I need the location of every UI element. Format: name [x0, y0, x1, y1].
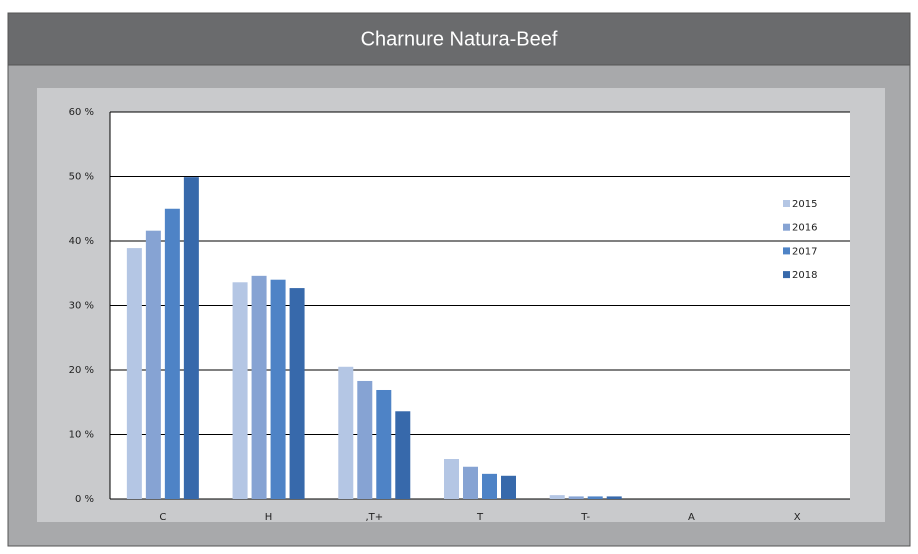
- legend-swatch: [783, 271, 790, 279]
- bar: [357, 380, 373, 499]
- bar: [270, 279, 286, 499]
- x-tick-label: C: [159, 512, 166, 523]
- bar: [145, 230, 161, 499]
- x-tick-label: ,T+: [365, 512, 383, 523]
- legend-swatch: [783, 200, 790, 207]
- bar: [568, 496, 584, 499]
- x-tick-label: T-: [580, 512, 590, 523]
- legend-label: 2018: [792, 270, 817, 281]
- bar: [289, 288, 305, 499]
- bar: [126, 248, 142, 499]
- y-tick-label: 50 %: [69, 172, 94, 183]
- legend-label: 2015: [792, 199, 817, 210]
- bar: [549, 495, 565, 499]
- x-tick-label: X: [794, 512, 801, 523]
- title-bar: [7, 12, 911, 66]
- legend-label: 2016: [792, 223, 817, 234]
- bar: [232, 282, 248, 499]
- legend-swatch: [783, 223, 790, 231]
- y-tick-label: 60 %: [69, 107, 94, 118]
- bar: [164, 208, 180, 499]
- x-tick-label: A: [688, 512, 695, 523]
- legend-label: 2017: [792, 246, 817, 257]
- bar: [444, 459, 459, 499]
- bar: [183, 177, 199, 499]
- x-tick-label: H: [265, 512, 273, 523]
- y-tick-label: 0 %: [75, 494, 94, 505]
- bar: [251, 275, 267, 499]
- bar: [606, 496, 622, 499]
- y-tick-label: 10 %: [69, 430, 94, 441]
- chart-title: Charnure Natura-Beef: [361, 28, 558, 50]
- y-tick-label: 30 %: [69, 301, 94, 312]
- bar: [338, 366, 354, 499]
- bar: [376, 389, 392, 499]
- y-tick-label: 20 %: [69, 365, 94, 376]
- bar: [482, 473, 497, 499]
- bar: [587, 496, 603, 499]
- x-tick-label: T: [476, 512, 484, 523]
- bar: [395, 411, 411, 499]
- bar: [463, 466, 478, 499]
- y-tick-label: 40 %: [69, 236, 94, 247]
- legend-swatch: [783, 247, 790, 255]
- bar: [501, 475, 516, 499]
